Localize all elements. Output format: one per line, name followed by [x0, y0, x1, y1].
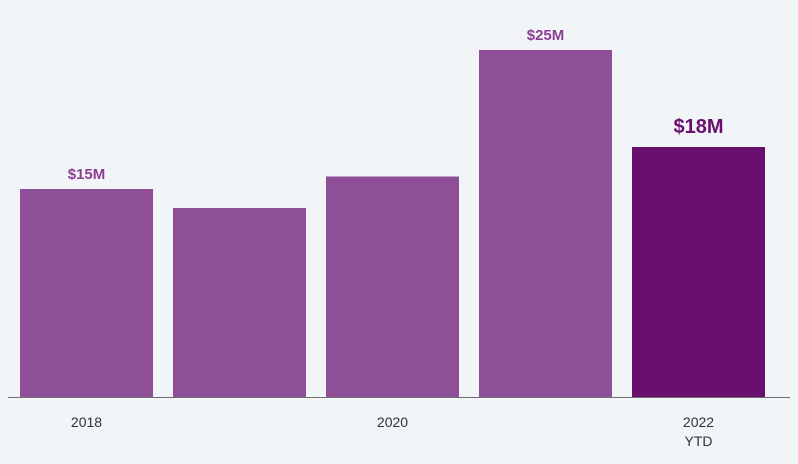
x-tick-label: 2018 [71, 414, 102, 430]
bar-2022-ytd [632, 147, 765, 397]
bars-group [20, 50, 765, 397]
data-labels-group: $15M $25M $18M [68, 27, 724, 183]
bar-2018 [20, 188, 153, 397]
data-label: $15M [68, 166, 106, 183]
bar-2019 [173, 208, 306, 397]
data-label: $25M [527, 27, 565, 44]
x-tick-labels-group: 2018 2020 2022 YTD [71, 414, 714, 449]
x-tick-label: 2022 [683, 414, 714, 430]
x-tick-label: 2020 [377, 414, 408, 430]
bar-2020 [326, 176, 459, 397]
bar-2021 [479, 50, 612, 397]
x-tick-label: YTD [685, 433, 713, 449]
data-label: $18M [673, 116, 723, 138]
